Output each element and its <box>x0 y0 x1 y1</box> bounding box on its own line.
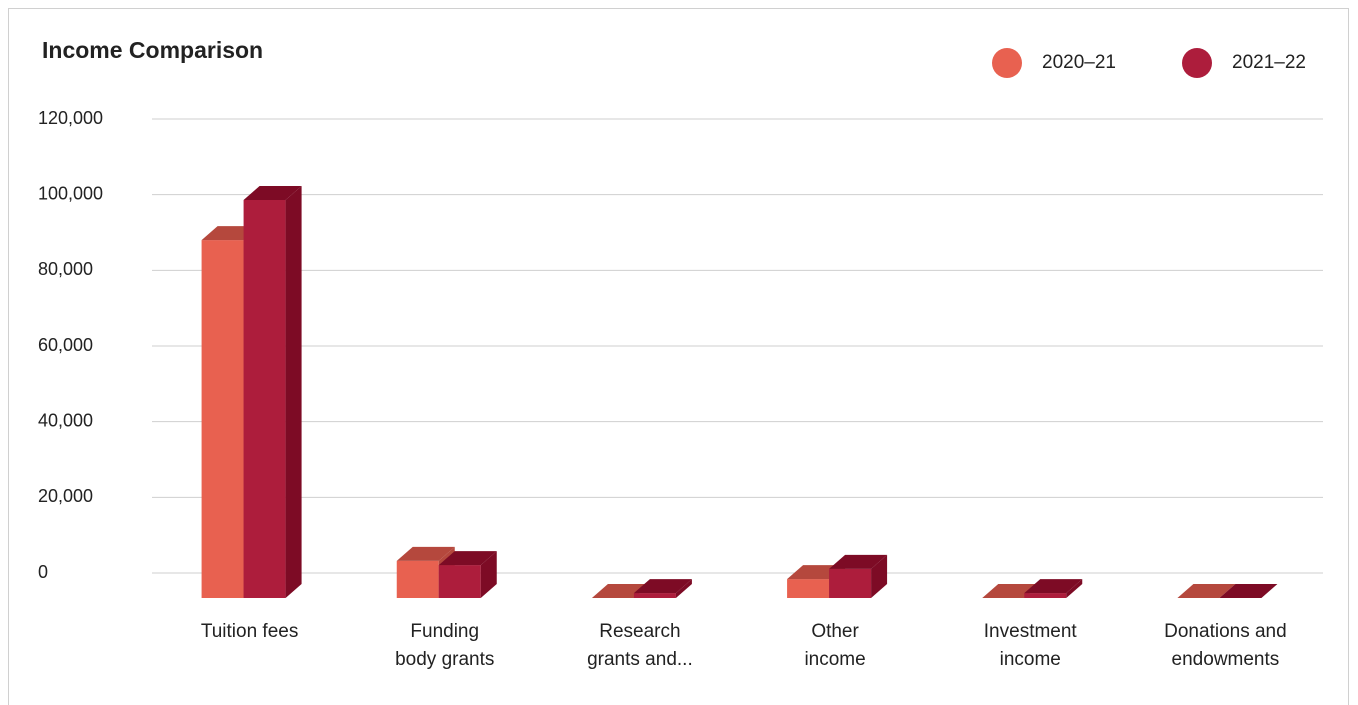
bar-top <box>396 546 455 561</box>
bar-front <box>243 199 286 598</box>
bar-front <box>201 240 244 598</box>
x-tick-label: Funding <box>410 621 479 642</box>
y-tick-label: 20,000 <box>38 486 93 506</box>
bar-side <box>1066 579 1083 598</box>
bar-top <box>243 185 302 200</box>
x-tick-label: body grants <box>395 649 494 670</box>
bar-top <box>633 579 692 594</box>
x-tick-label: income <box>804 649 865 670</box>
bar-front <box>438 565 481 598</box>
bar-front <box>787 579 830 598</box>
bar-front <box>1024 593 1067 598</box>
x-tick-label: grants and... <box>587 649 693 670</box>
y-tick-label: 120,000 <box>38 108 103 128</box>
bar-side <box>675 579 692 598</box>
bar-top <box>1177 584 1236 598</box>
legend-swatch <box>1182 48 1212 78</box>
bar-top <box>1219 584 1278 598</box>
y-tick-label: 40,000 <box>38 410 93 430</box>
bar-front <box>829 568 872 598</box>
x-tick-label: Donations and <box>1164 621 1287 642</box>
y-tick-label: 60,000 <box>38 335 93 355</box>
legend-swatch <box>992 48 1022 78</box>
bar-side <box>285 185 302 598</box>
y-tick-label: 80,000 <box>38 259 93 279</box>
x-tick-label: Tuition fees <box>201 621 299 642</box>
y-tick-label: 0 <box>38 562 48 582</box>
y-tick-label: 100,000 <box>38 183 103 203</box>
bar-front <box>396 560 439 598</box>
bar-top <box>438 551 497 566</box>
chart-title: Income Comparison <box>42 37 263 63</box>
x-tick-label: Research <box>599 621 680 642</box>
x-tick-label: income <box>1000 649 1061 670</box>
bar-top <box>829 554 888 569</box>
legend-label: 2021–22 <box>1232 52 1306 73</box>
legend-label: 2020–21 <box>1042 52 1116 73</box>
bar-side <box>480 551 497 598</box>
bar-top <box>1024 579 1083 594</box>
bar-front <box>633 593 676 598</box>
x-tick-label: Other <box>811 621 859 642</box>
x-tick-label: Investment <box>984 621 1078 642</box>
x-tick-label: endowments <box>1172 649 1280 670</box>
bar-side <box>871 554 888 598</box>
